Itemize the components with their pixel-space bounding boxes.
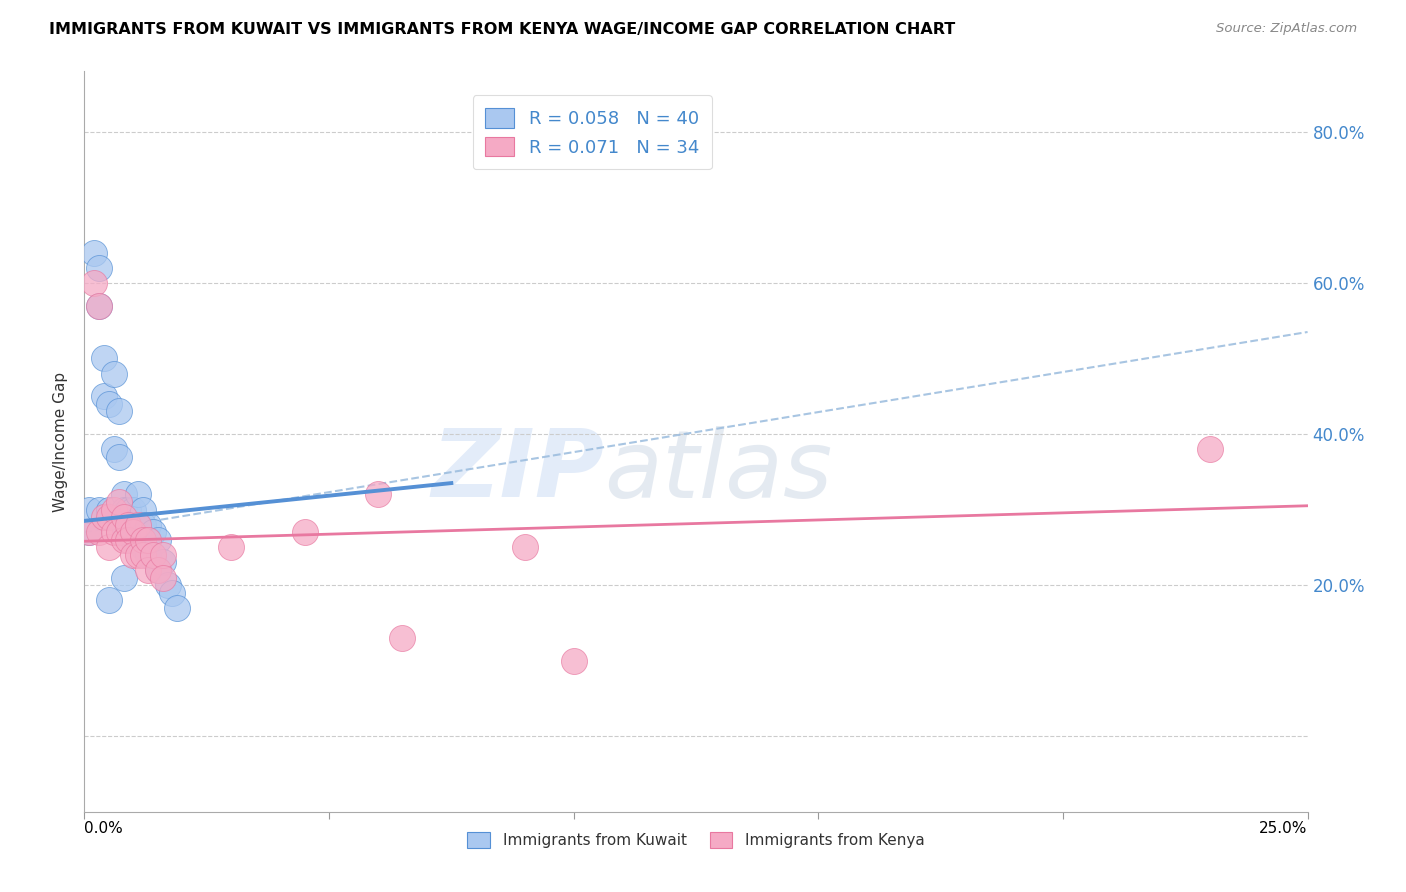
Point (132, 541, 155, 555)
Point (127, 487, 149, 501)
Point (136, 533, 159, 547)
Point (97, 502, 120, 516)
Point (513, 541, 536, 555)
Point (112, 502, 135, 516)
Point (87, 260, 110, 275)
Point (122, 502, 145, 516)
Point (112, 570, 135, 584)
Point (112, 517, 135, 532)
Point (166, 600, 188, 615)
Point (127, 525, 149, 540)
Point (117, 533, 139, 547)
Point (219, 541, 242, 555)
Text: atlas: atlas (605, 425, 832, 516)
Point (146, 563, 169, 577)
Point (107, 525, 129, 540)
Point (122, 533, 145, 547)
Point (117, 502, 139, 516)
Point (77, 502, 100, 516)
Text: 0.0%: 0.0% (84, 821, 124, 836)
Point (136, 563, 159, 577)
Point (117, 517, 139, 532)
Point (132, 517, 155, 532)
Point (77, 525, 100, 540)
Point (93, 510, 115, 524)
Point (1198, 442, 1220, 456)
Point (152, 548, 174, 562)
Point (87, 525, 110, 540)
Point (156, 578, 179, 592)
Point (117, 525, 139, 540)
Point (83, 276, 105, 290)
Point (77, 525, 100, 540)
Point (562, 654, 585, 668)
Point (103, 502, 125, 516)
Point (142, 525, 165, 540)
Point (87, 299, 110, 313)
Point (103, 442, 125, 456)
Text: Source: ZipAtlas.com: Source: ZipAtlas.com (1216, 22, 1357, 36)
Point (87, 299, 110, 313)
Point (146, 533, 169, 547)
Text: 25.0%: 25.0% (1260, 821, 1308, 836)
Point (107, 404, 129, 418)
Text: ZIP: ZIP (432, 425, 605, 517)
Point (136, 517, 159, 532)
Text: IMMIGRANTS FROM KUWAIT VS IMMIGRANTS FROM KENYA WAGE/INCOME GAP CORRELATION CHAR: IMMIGRANTS FROM KUWAIT VS IMMIGRANTS FRO… (49, 22, 956, 37)
Point (146, 563, 169, 577)
Point (97, 397, 120, 411)
Point (152, 570, 174, 584)
Legend: Immigrants from Kuwait, Immigrants from Kenya: Immigrants from Kuwait, Immigrants from … (460, 824, 932, 856)
Point (87, 502, 110, 516)
Point (294, 525, 316, 540)
Point (112, 533, 135, 547)
Point (136, 533, 159, 547)
Point (132, 502, 155, 516)
Point (103, 367, 125, 381)
Point (107, 450, 129, 464)
Point (112, 510, 135, 524)
Point (83, 245, 105, 260)
Point (103, 525, 125, 540)
Point (97, 593, 120, 607)
Point (142, 548, 165, 562)
Point (152, 556, 174, 570)
Point (122, 517, 145, 532)
Point (122, 525, 145, 540)
Y-axis label: Wage/Income Gap: Wage/Income Gap (53, 371, 69, 512)
Point (107, 495, 129, 509)
Point (97, 541, 120, 555)
Point (391, 631, 413, 645)
Point (136, 548, 159, 562)
Point (127, 517, 149, 532)
Point (93, 351, 115, 366)
Point (162, 585, 184, 599)
Point (97, 510, 120, 524)
Point (127, 548, 149, 562)
Point (142, 548, 165, 562)
Point (93, 389, 115, 403)
Point (122, 548, 145, 562)
Point (132, 548, 155, 562)
Point (112, 487, 135, 501)
Point (367, 487, 389, 501)
Point (132, 533, 155, 547)
